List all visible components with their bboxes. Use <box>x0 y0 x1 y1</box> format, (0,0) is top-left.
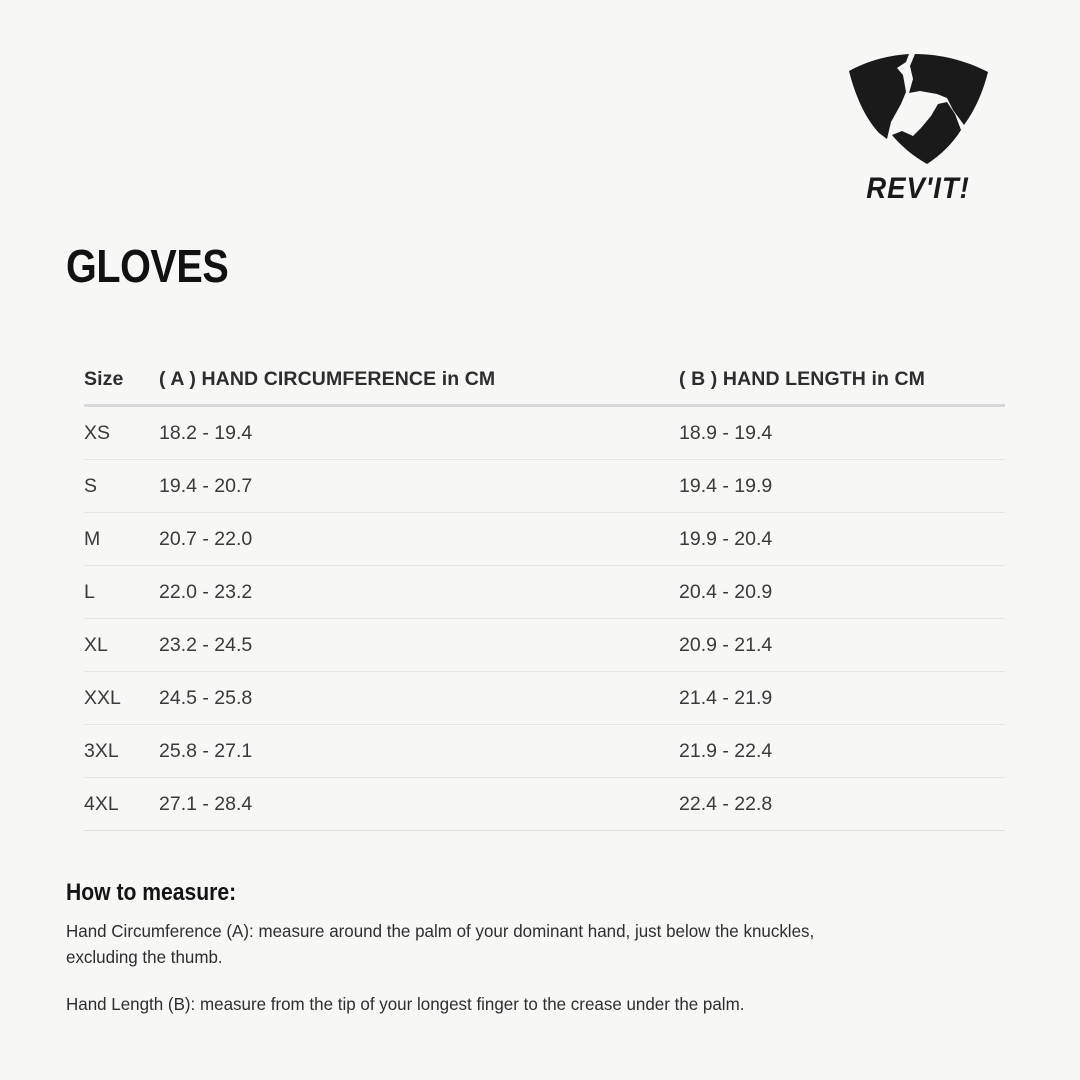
cell-size: XXL <box>84 671 159 725</box>
hand-length-instruction: Hand Length (B): measure from the tip of… <box>66 994 745 1015</box>
cell-size: S <box>84 459 159 513</box>
table-row: XS 18.2 - 19.4 18.9 - 19.4 <box>84 405 1005 460</box>
cell-hand-circumference: 24.5 - 25.8 <box>159 671 679 725</box>
table-row: S 19.4 - 20.7 19.4 - 19.9 <box>84 459 1005 513</box>
cell-hand-length: 21.9 - 22.4 <box>679 724 1005 778</box>
hand-circumference-instruction: Hand Circumference (A): measure around t… <box>66 921 815 967</box>
cell-hand-length: 21.4 - 21.9 <box>679 671 1005 725</box>
table-row: XL 23.2 - 24.5 20.9 - 21.4 <box>84 618 1005 672</box>
cell-hand-length: 18.9 - 19.4 <box>679 405 1005 460</box>
cell-size: XL <box>84 618 159 672</box>
cell-hand-circumference: 19.4 - 20.7 <box>159 459 679 513</box>
cell-hand-circumference: 18.2 - 19.4 <box>159 405 679 460</box>
column-header-hand-circumference: ( A ) HAND CIRCUMFERENCE in CM <box>159 368 679 407</box>
cell-size: 4XL <box>84 777 159 831</box>
brand-logo: REV'IT! <box>834 48 1002 204</box>
cell-hand-circumference: 20.7 - 22.0 <box>159 512 679 566</box>
column-header-hand-length: ( B ) HAND LENGTH in CM <box>679 368 1005 407</box>
cell-hand-circumference: 22.0 - 23.2 <box>159 565 679 619</box>
cell-hand-circumference: 25.8 - 27.1 <box>159 724 679 778</box>
cell-hand-length: 20.4 - 20.9 <box>679 565 1005 619</box>
page-title: GLOVES <box>66 240 229 292</box>
table-body: XS 18.2 - 19.4 18.9 - 19.4 S 19.4 - 20.7… <box>84 405 1005 831</box>
table-row: 3XL 25.8 - 27.1 21.9 - 22.4 <box>84 724 1005 778</box>
column-header-size: Size <box>84 368 159 407</box>
how-to-measure-section: How to measure: Hand Circumference (A): … <box>66 879 966 1018</box>
revit-shield-emblem-icon <box>849 54 988 164</box>
table-row: 4XL 27.1 - 28.4 22.4 - 22.8 <box>84 777 1005 831</box>
how-to-measure-heading: How to measure: <box>66 879 237 906</box>
cell-size: 3XL <box>84 724 159 778</box>
table-row: M 20.7 - 22.0 19.9 - 20.4 <box>84 512 1005 566</box>
brand-wordmark: REV'IT! <box>866 172 970 205</box>
cell-hand-circumference: 23.2 - 24.5 <box>159 618 679 672</box>
cell-hand-length: 19.9 - 20.4 <box>679 512 1005 566</box>
table-row: XXL 24.5 - 25.8 21.4 - 21.9 <box>84 671 1005 725</box>
cell-size: M <box>84 512 159 566</box>
cell-hand-circumference: 27.1 - 28.4 <box>159 777 679 831</box>
cell-hand-length: 20.9 - 21.4 <box>679 618 1005 672</box>
table-row: L 22.0 - 23.2 20.4 - 20.9 <box>84 565 1005 619</box>
cell-size: XS <box>84 405 159 460</box>
cell-hand-length: 19.4 - 19.9 <box>679 459 1005 513</box>
cell-hand-length: 22.4 - 22.8 <box>679 777 1005 831</box>
cell-size: L <box>84 565 159 619</box>
table-header-row: Size ( A ) HAND CIRCUMFERENCE in CM ( B … <box>84 368 1005 407</box>
size-chart-table: Size ( A ) HAND CIRCUMFERENCE in CM ( B … <box>84 368 1005 831</box>
